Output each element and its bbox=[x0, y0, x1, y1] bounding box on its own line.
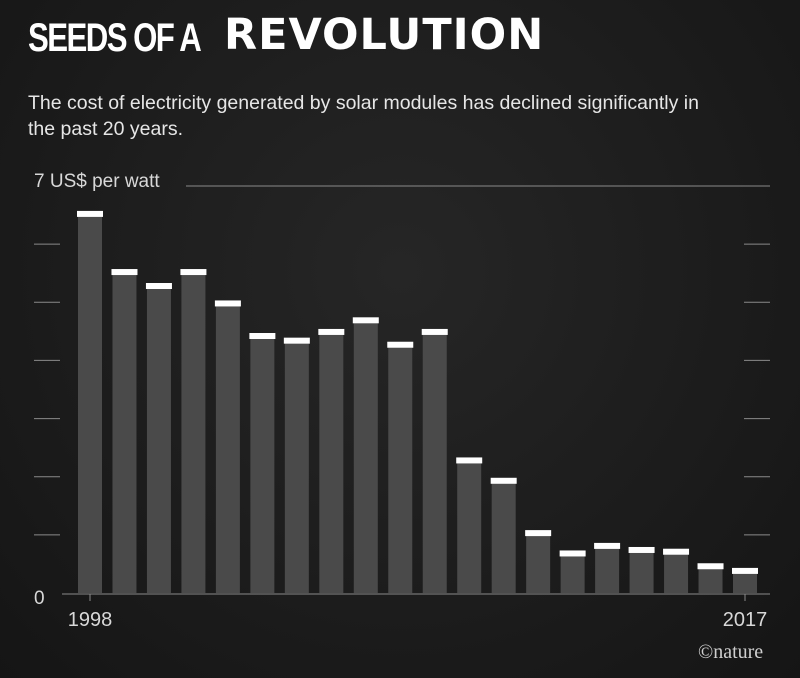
bar-1998 bbox=[78, 213, 102, 593]
bar-cap-1999 bbox=[111, 269, 138, 276]
bar-2002 bbox=[215, 303, 240, 593]
bar-2006 bbox=[353, 320, 378, 593]
y-tick-label-0: 0 bbox=[34, 588, 45, 609]
bar-cap-2011 bbox=[525, 530, 552, 537]
bar-2008 bbox=[422, 331, 447, 593]
bar-2011 bbox=[526, 533, 551, 593]
title-part-light: SEEDS OF A bbox=[28, 16, 202, 60]
bar-2007 bbox=[388, 344, 413, 593]
nature-credit: ©nature bbox=[698, 641, 764, 663]
x-tick-label-start: 1998 bbox=[68, 609, 113, 631]
bar-cap-2006 bbox=[352, 317, 379, 324]
bar-2013 bbox=[595, 545, 620, 593]
bar-cap-2004 bbox=[283, 337, 310, 344]
bar-1999 bbox=[112, 272, 137, 593]
bar-2014 bbox=[629, 549, 654, 593]
bar-cap-2001 bbox=[180, 269, 207, 276]
bar-cap-2005 bbox=[318, 328, 345, 335]
bar-cap-2000 bbox=[145, 283, 172, 290]
bar-cap-2013 bbox=[594, 542, 621, 549]
x-tick-label-end: 2017 bbox=[723, 609, 768, 631]
bar-2001 bbox=[181, 272, 206, 593]
bars-layer bbox=[77, 210, 758, 593]
bar-cap-2002 bbox=[214, 300, 241, 307]
bar-cap-2003 bbox=[249, 333, 276, 340]
title-part-heavy: REVOLUTION bbox=[224, 10, 545, 60]
bar-cap-2016 bbox=[697, 563, 724, 570]
labels-layer: 7 US$ per watt 0 1998 2017 bbox=[34, 171, 767, 631]
y-axis-label: 7 US$ per watt bbox=[34, 171, 160, 192]
bar-cap-1998 bbox=[77, 210, 103, 217]
bar-cap-2010 bbox=[490, 477, 517, 484]
bar-2000 bbox=[146, 286, 171, 593]
bar-2003 bbox=[250, 336, 275, 593]
bar-2012 bbox=[560, 553, 585, 593]
axis-layer bbox=[34, 185, 770, 601]
bar-cap-2008 bbox=[421, 328, 448, 335]
chart-subtitle: The cost of electricity generated by sol… bbox=[28, 92, 699, 140]
bar-2016 bbox=[698, 566, 723, 593]
bar-cap-2009 bbox=[456, 457, 483, 464]
bar-cap-2012 bbox=[559, 550, 586, 557]
bar-2017 bbox=[733, 570, 757, 593]
bar-2009 bbox=[457, 460, 482, 593]
bar-2004 bbox=[284, 340, 309, 593]
bar-cap-2007 bbox=[387, 341, 414, 348]
bar-2015 bbox=[664, 551, 689, 593]
bar-2005 bbox=[319, 331, 344, 593]
bar-2010 bbox=[491, 480, 516, 593]
chart-title: SEEDS OF A REVOLUTION bbox=[28, 14, 543, 60]
bar-cap-2015 bbox=[663, 548, 690, 555]
bar-cap-2014 bbox=[628, 546, 655, 553]
bar-cap-2017 bbox=[732, 567, 758, 574]
